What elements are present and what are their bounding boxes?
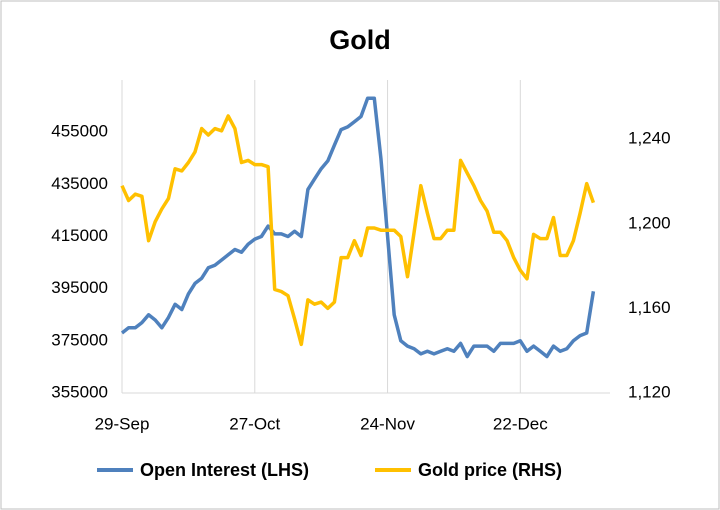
y2-tick-label: 1,240 (628, 129, 671, 148)
y-tick-label: 375000 (51, 330, 108, 349)
legend-label: Open Interest (LHS) (140, 460, 309, 480)
y2-tick-label: 1,160 (628, 298, 671, 317)
chart-title: Gold (329, 25, 391, 55)
y-tick-label: 395000 (51, 278, 108, 297)
y2-tick-label: 1,200 (628, 213, 671, 232)
series-line (120, 96, 596, 359)
y-tick-label: 355000 (51, 382, 108, 401)
x-tick-label: 29-Sep (95, 414, 150, 433)
y-tick-label: 455000 (51, 122, 108, 141)
x-tick-label: 27-Oct (229, 414, 280, 433)
y-tick-label: 435000 (51, 174, 108, 193)
series-line (120, 114, 596, 347)
y2-tick-label: 1,120 (628, 382, 671, 401)
legend-label: Gold price (RHS) (418, 460, 562, 480)
y-tick-label: 415000 (51, 226, 108, 245)
x-tick-label: 24-Nov (360, 414, 415, 433)
x-tick-label: 22-Dec (493, 414, 548, 433)
